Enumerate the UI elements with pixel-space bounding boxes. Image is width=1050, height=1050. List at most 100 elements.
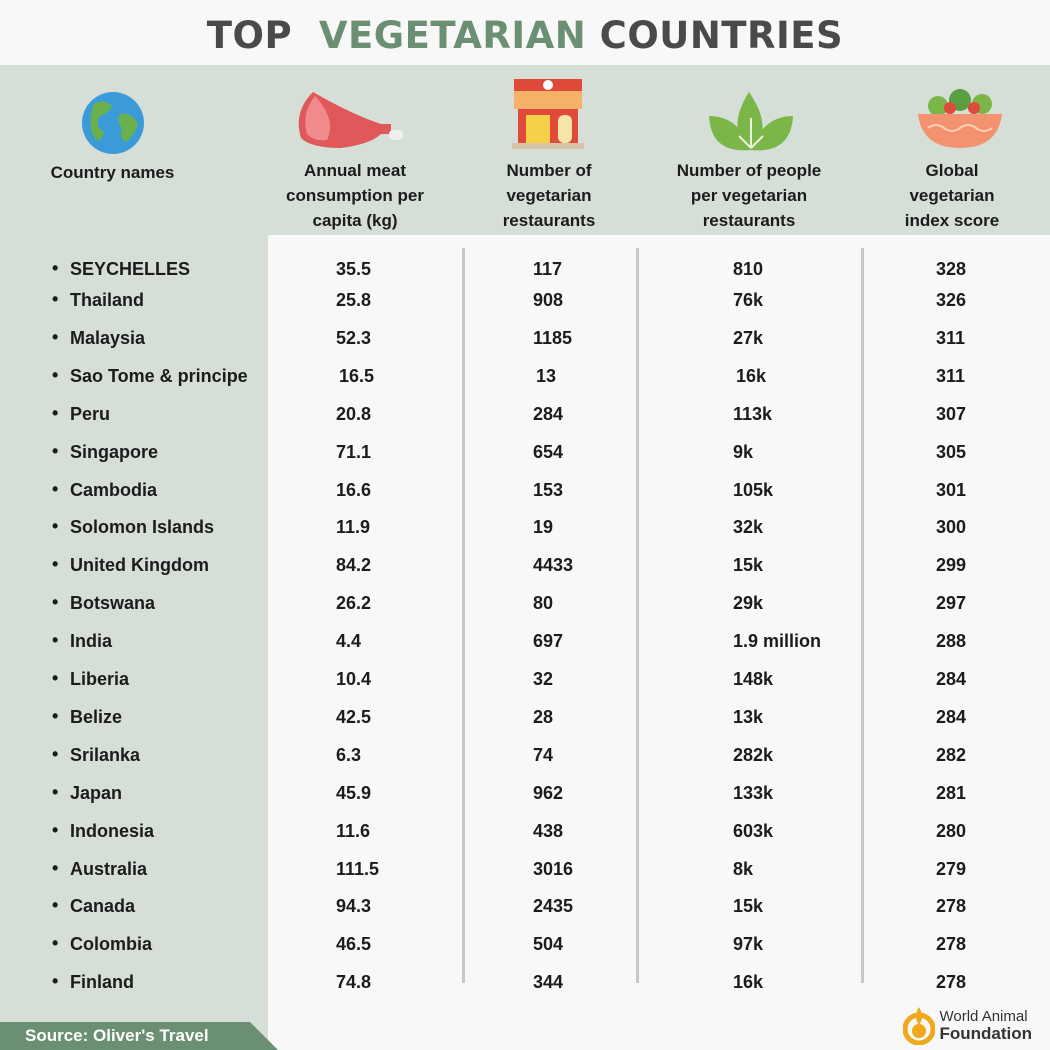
bullet-icon: • xyxy=(52,364,59,385)
restaurant-count: 504 xyxy=(533,934,564,955)
people-per-restaurant: 282k xyxy=(733,744,774,765)
country-name: Peru xyxy=(70,403,111,424)
index-score: 278 xyxy=(936,896,967,917)
meat-consumption: 52.3 xyxy=(336,327,372,348)
meat-consumption: 20.8 xyxy=(336,403,372,424)
country-name: Cambodia xyxy=(70,479,158,500)
title-part-2: VEGETARIAN xyxy=(318,14,587,57)
country-name: India xyxy=(70,631,113,652)
restaurant-count: 28 xyxy=(533,706,554,727)
meat-consumption: 94.3 xyxy=(336,896,372,917)
meat-consumption: 35.5 xyxy=(336,259,372,279)
column-divider xyxy=(462,248,465,983)
restaurant-count: 2435 xyxy=(533,896,574,917)
people-per-restaurant: 8k xyxy=(733,858,754,879)
people-per-restaurant: 15k xyxy=(733,896,764,917)
restaurant-count: 908 xyxy=(533,290,564,310)
leaf-icon xyxy=(709,92,793,151)
restaurant-count: 344 xyxy=(533,972,564,993)
bullet-icon: • xyxy=(52,478,59,499)
country-name: Solomon Islands xyxy=(70,517,215,538)
people-per-restaurant: 148k xyxy=(733,669,774,689)
country-name: Botswana xyxy=(70,593,156,614)
country-name: United Kingdom xyxy=(70,555,209,576)
bullet-icon: • xyxy=(52,592,59,613)
index-score: 282 xyxy=(936,744,967,765)
logo-line-2: Foundation xyxy=(939,1023,1032,1043)
people-per-restaurant: 15k xyxy=(733,555,764,576)
column-header-meat: Annual meat consumption per capita (kg) xyxy=(286,161,424,230)
restaurant-count: 697 xyxy=(533,631,564,652)
bullet-icon: • xyxy=(52,440,59,461)
index-score: 328 xyxy=(936,259,967,279)
bullet-icon: • xyxy=(52,895,59,916)
country-name: Canada xyxy=(70,896,136,917)
salad-bowl-icon xyxy=(918,89,1002,148)
people-per-restaurant: 133k xyxy=(733,782,774,803)
people-per-restaurant: 16k xyxy=(736,365,767,386)
column-divider xyxy=(861,248,864,983)
index-score: 284 xyxy=(936,706,967,727)
column-header-restaurants: Number of vegetarian restaurants xyxy=(502,161,596,230)
bullet-icon: • xyxy=(52,819,59,840)
column-divider xyxy=(636,248,639,983)
restaurant-count: 654 xyxy=(533,441,564,462)
index-score: 311 xyxy=(936,365,966,386)
restaurant-count: 32 xyxy=(533,669,554,689)
country-name: Srilanka xyxy=(70,744,141,765)
country-name: Malaysia xyxy=(70,327,146,348)
bullet-icon: • xyxy=(52,516,59,537)
people-per-restaurant: 113k xyxy=(733,403,773,424)
index-score: 281 xyxy=(936,782,967,803)
meat-consumption: 74.8 xyxy=(336,972,372,993)
country-name: Colombia xyxy=(70,934,153,955)
meat-consumption: 42.5 xyxy=(336,706,372,727)
logo-icon xyxy=(903,1007,936,1045)
people-per-restaurant: 9k xyxy=(733,441,754,462)
restaurant-count: 3016 xyxy=(533,858,574,879)
index-score: 278 xyxy=(936,934,967,955)
meat-consumption: 6.3 xyxy=(336,744,362,765)
meat-consumption: 11.6 xyxy=(336,820,371,841)
meat-consumption: 25.8 xyxy=(336,290,372,310)
bullet-icon: • xyxy=(52,971,59,992)
people-per-restaurant: 29k xyxy=(733,593,764,614)
country-name: Sao Tome & principe xyxy=(70,365,248,386)
people-per-restaurant: 16k xyxy=(733,972,764,993)
index-score: 297 xyxy=(936,593,967,614)
index-score: 305 xyxy=(936,441,967,462)
meat-consumption: 16.6 xyxy=(336,479,372,500)
column-header-index-score: Global vegetarian index score xyxy=(904,161,1000,230)
meat-consumption: 84.2 xyxy=(336,555,372,576)
bullet-icon: • xyxy=(52,857,59,878)
meat-consumption: 46.5 xyxy=(336,934,372,955)
meat-consumption: 11.9 xyxy=(336,517,371,538)
restaurant-count: 80 xyxy=(533,593,554,614)
country-name: Thailand xyxy=(70,290,145,310)
bullet-icon: • xyxy=(52,668,59,688)
meat-consumption: 4.4 xyxy=(336,631,362,652)
index-score: 299 xyxy=(936,555,967,576)
country-name: Belize xyxy=(70,706,123,727)
country-name: Japan xyxy=(70,782,123,803)
restaurant-count: 153 xyxy=(533,479,564,500)
people-per-restaurant: 13k xyxy=(733,706,764,727)
index-score: 300 xyxy=(936,517,967,538)
restaurant-count: 19 xyxy=(533,517,554,538)
restaurant-count: 962 xyxy=(533,782,564,803)
people-per-restaurant: 97k xyxy=(733,934,764,955)
meat-consumption: 71.1 xyxy=(336,441,372,462)
world-animal-foundation-logo: World Animal Foundation xyxy=(903,1005,1032,1045)
bullet-icon: • xyxy=(52,781,59,802)
page-title: TOP VEGETARIAN COUNTRIES xyxy=(0,14,1050,57)
title-part-1: TOP xyxy=(206,14,293,57)
restaurant-count: 284 xyxy=(533,403,564,424)
country-name: Finland xyxy=(70,972,134,993)
meat-consumption: 16.5 xyxy=(339,365,375,386)
meat-consumption: 26.2 xyxy=(336,593,372,614)
index-score: 284 xyxy=(936,669,967,689)
bullet-icon: • xyxy=(52,554,59,575)
country-column-background xyxy=(0,235,268,1050)
bullet-icon: • xyxy=(52,326,59,347)
country-name: Singapore xyxy=(70,441,159,462)
